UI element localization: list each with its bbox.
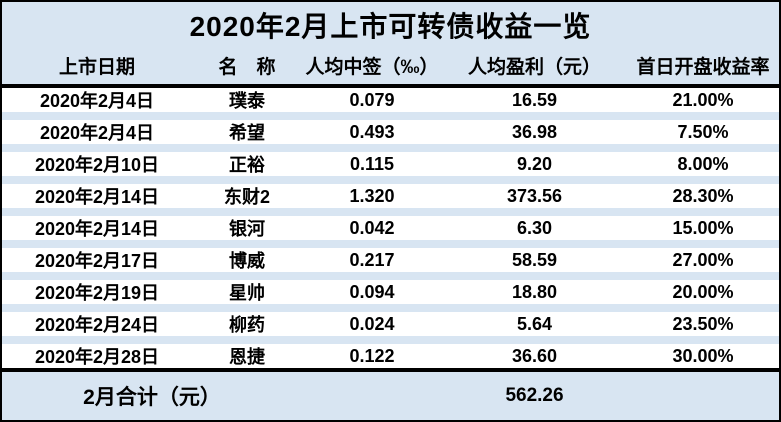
table-row: 2020年2月24日 柳药 0.024 5.64 23.50% xyxy=(2,312,779,336)
header-profit: 人均盈利（元） xyxy=(467,57,601,78)
cell-yield: 23.50% xyxy=(672,313,734,334)
table-body: 2020年2月4日 璞泰 0.079 16.59 21.00% 2020年2月4… xyxy=(2,88,779,368)
cell-profit: 6.30 xyxy=(516,217,553,238)
cell-rate: 0.024 xyxy=(349,313,395,334)
table-row: 2020年2月14日 银河 0.042 6.30 15.00% xyxy=(2,216,779,240)
cell-name: 正裕 xyxy=(229,155,265,175)
cell-profit: 9.20 xyxy=(516,153,553,174)
header-rate: 人均中签（‰） xyxy=(305,57,439,78)
cell-date: 2020年2月28日 xyxy=(34,347,160,367)
cell-profit: 36.98 xyxy=(511,121,558,142)
cell-yield: 15.00% xyxy=(672,217,734,238)
cell-yield: 28.30% xyxy=(672,185,734,206)
cell-yield: 8.00% xyxy=(677,153,729,174)
cell-yield: 20.00% xyxy=(672,281,734,302)
cell-profit: 58.59 xyxy=(511,249,558,270)
table-row: 2020年2月4日 希望 0.493 36.98 7.50% xyxy=(2,120,779,144)
cell-name: 柳药 xyxy=(229,315,265,335)
cell-rate: 0.094 xyxy=(349,281,395,302)
cell-date: 2020年2月10日 xyxy=(34,155,160,175)
header-yield: 首日开盘收益率 xyxy=(636,57,770,78)
cell-yield: 7.50% xyxy=(677,121,729,142)
cell-profit: 18.80 xyxy=(511,281,558,302)
footer-total-value: 562.26 xyxy=(505,385,564,406)
table-row: 2020年2月4日 璞泰 0.079 16.59 21.00% xyxy=(2,88,779,112)
table-row: 2020年2月19日 星帅 0.094 18.80 20.00% xyxy=(2,280,779,304)
table-footer-row: 2月合计（元） 562.26 xyxy=(2,372,779,420)
page-title: 2020年2月上市可转债收益一览 xyxy=(189,10,592,42)
footer-total-label: 2月合计（元） xyxy=(83,386,221,409)
cell-date: 2020年2月19日 xyxy=(34,283,160,303)
cell-yield: 27.00% xyxy=(672,249,734,270)
cell-name: 银河 xyxy=(229,219,265,239)
cell-yield: 21.00% xyxy=(672,89,734,110)
table-row: 2020年2月28日 恩捷 0.122 36.60 30.00% xyxy=(2,344,779,368)
cell-name: 星帅 xyxy=(229,283,265,303)
cell-rate: 0.217 xyxy=(349,249,395,270)
cell-name: 东财2 xyxy=(223,187,270,207)
cell-name: 璞泰 xyxy=(229,91,265,111)
cell-profit: 36.60 xyxy=(511,345,558,366)
title-bar: 2020年2月上市可转债收益一览 xyxy=(2,2,779,47)
cell-rate: 0.493 xyxy=(349,121,395,142)
cell-date: 2020年2月17日 xyxy=(34,251,160,271)
table-row: 2020年2月17日 博威 0.217 58.59 27.00% xyxy=(2,248,779,272)
cell-rate: 1.320 xyxy=(349,185,395,206)
header-name: 名 称 xyxy=(218,57,276,78)
header-date: 上市日期 xyxy=(58,57,135,78)
cell-date: 2020年2月4日 xyxy=(39,123,155,143)
cell-profit: 5.64 xyxy=(516,313,553,334)
cell-date: 2020年2月24日 xyxy=(34,315,160,335)
cell-name: 博威 xyxy=(229,251,265,271)
table-row: 2020年2月10日 正裕 0.115 9.20 8.00% xyxy=(2,152,779,176)
cell-yield: 30.00% xyxy=(672,345,734,366)
cell-rate: 0.079 xyxy=(349,89,395,110)
footer-divider-line xyxy=(2,368,779,372)
cell-profit: 16.59 xyxy=(511,89,558,110)
cell-profit: 373.56 xyxy=(506,185,563,206)
cell-date: 2020年2月14日 xyxy=(34,219,160,239)
cell-rate: 0.122 xyxy=(349,345,395,366)
cell-name: 希望 xyxy=(229,123,265,143)
cell-rate: 0.042 xyxy=(349,217,395,238)
table-row: 2020年2月14日 东财2 1.320 373.56 28.30% xyxy=(2,184,779,208)
cell-date: 2020年2月14日 xyxy=(34,187,160,207)
table-header-row: 上市日期 名 称 人均中签（‰） 人均盈利（元） 首日开盘收益率 xyxy=(2,47,779,84)
cell-date: 2020年2月4日 xyxy=(39,91,155,111)
header-divider-line xyxy=(2,84,779,88)
cell-rate: 0.115 xyxy=(349,153,395,174)
cell-name: 恩捷 xyxy=(229,347,265,367)
